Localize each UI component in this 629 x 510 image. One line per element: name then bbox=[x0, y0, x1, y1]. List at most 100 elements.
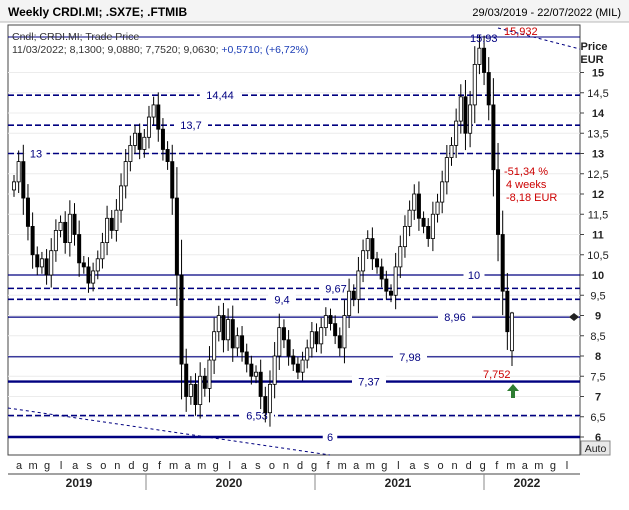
level-label: 7,98 bbox=[399, 352, 420, 364]
y-tick-label: 15 bbox=[592, 68, 604, 80]
legend-ohlc: 11/03/2022; 8,1300; 9,0880; 7,7520; 9,06… bbox=[12, 44, 308, 56]
candle-body bbox=[221, 315, 226, 341]
trendline-lower bbox=[7, 407, 331, 456]
level-label: 8,96 bbox=[444, 312, 465, 324]
candle-body bbox=[272, 355, 277, 385]
candle-body bbox=[198, 375, 203, 406]
candle-body bbox=[319, 327, 324, 345]
level-label: 14,44 bbox=[206, 90, 234, 102]
candle-body bbox=[384, 278, 389, 292]
x-month-label: g bbox=[480, 460, 486, 472]
x-month-label: n bbox=[114, 460, 120, 472]
y-tick-label: 8,5 bbox=[590, 331, 605, 343]
x-month-label: s bbox=[87, 460, 93, 472]
candle-body bbox=[416, 193, 421, 219]
candle-body bbox=[333, 323, 338, 337]
x-month-label: s bbox=[424, 460, 430, 472]
candle-body bbox=[202, 375, 207, 389]
candle-body bbox=[267, 383, 272, 414]
candle-body bbox=[77, 234, 82, 264]
candle-body bbox=[105, 217, 110, 244]
candle-body bbox=[25, 197, 30, 227]
x-month-label: m bbox=[366, 460, 375, 472]
candle-body bbox=[21, 161, 26, 199]
plot-frame bbox=[7, 24, 581, 456]
x-month-label: a bbox=[241, 460, 248, 472]
candle-body bbox=[328, 315, 333, 324]
candle-body bbox=[454, 120, 459, 146]
candle-body bbox=[100, 242, 105, 260]
candlestick-series bbox=[11, 34, 514, 427]
candle-body bbox=[11, 181, 16, 191]
candle-body bbox=[463, 96, 468, 134]
x-month-label: m bbox=[169, 460, 178, 472]
candle-body bbox=[472, 64, 477, 106]
currency-axis-label: EUR bbox=[580, 54, 603, 66]
candle-body bbox=[30, 225, 35, 256]
y-tick-label: 10,5 bbox=[587, 250, 608, 262]
candle-body bbox=[230, 319, 235, 349]
candle-body bbox=[393, 266, 398, 296]
candle-body bbox=[72, 213, 77, 235]
x-month-label: d bbox=[128, 460, 134, 472]
candle-body bbox=[435, 201, 440, 215]
trendline-layer bbox=[7, 27, 581, 456]
y-tick-label: 7 bbox=[595, 392, 601, 404]
candle-body bbox=[170, 161, 175, 199]
candle-body bbox=[365, 238, 370, 252]
level-label: 6 bbox=[327, 432, 333, 444]
level-label-bg bbox=[393, 349, 427, 364]
candle-body bbox=[286, 339, 291, 357]
y-tick-label: 11 bbox=[592, 230, 604, 242]
candle-body bbox=[35, 254, 40, 268]
x-month-label: m bbox=[534, 460, 543, 472]
candle-body bbox=[458, 96, 463, 122]
y-tick-label: 6,5 bbox=[590, 412, 605, 424]
x-year-label: 2019 bbox=[66, 476, 93, 490]
y-tick-label: 12 bbox=[592, 189, 604, 201]
candle-body bbox=[207, 359, 212, 389]
candle-body bbox=[449, 144, 454, 158]
candle-body bbox=[95, 258, 100, 272]
candle-body bbox=[323, 315, 328, 329]
y-axis: 6 6,5 7 7,5 8 8,5 9 9,5 10 10,5 11 11,5 12 12,5 13 13,5… bbox=[580, 68, 609, 444]
candle-body bbox=[351, 290, 356, 300]
candle-body bbox=[370, 238, 375, 260]
level-label-bg bbox=[463, 268, 485, 282]
x-month-label: g bbox=[311, 460, 317, 472]
candle-body bbox=[119, 185, 124, 211]
candle-body bbox=[174, 197, 179, 276]
candle-body bbox=[314, 331, 319, 345]
x-month-label: g bbox=[213, 460, 219, 472]
candle-body bbox=[375, 258, 380, 268]
x-month-label: a bbox=[185, 460, 192, 472]
candle-body bbox=[342, 315, 347, 349]
candle-body bbox=[142, 136, 147, 150]
candle-body bbox=[160, 128, 165, 150]
x-month-label: f bbox=[327, 460, 331, 472]
candle-body bbox=[305, 347, 310, 361]
candle-body bbox=[347, 290, 352, 316]
x-month-label: d bbox=[466, 460, 472, 472]
candle-body bbox=[309, 331, 314, 349]
drop-period-label: 4 weeks bbox=[506, 179, 547, 191]
candle-body bbox=[412, 193, 417, 211]
x-month-label: m bbox=[28, 460, 37, 472]
candle-body bbox=[300, 359, 305, 373]
candle-body bbox=[477, 47, 482, 65]
y-tick-label: 12,5 bbox=[587, 169, 608, 181]
candle-body bbox=[16, 161, 21, 183]
candle-body bbox=[430, 213, 435, 239]
candle-body bbox=[91, 270, 96, 284]
high-label-red: 15,932 bbox=[504, 26, 538, 38]
candle-body bbox=[426, 225, 431, 239]
level-label: 9,67 bbox=[325, 283, 346, 295]
y-tick-label: 13,5 bbox=[587, 128, 608, 140]
candle-body bbox=[440, 181, 445, 203]
candle-body bbox=[151, 104, 156, 118]
x-month-label: g bbox=[550, 460, 556, 472]
level-label-bg bbox=[438, 310, 472, 325]
x-month-label: m bbox=[338, 460, 347, 472]
level-label: 6,53 bbox=[246, 411, 267, 423]
auto-scale-button[interactable] bbox=[580, 440, 611, 456]
